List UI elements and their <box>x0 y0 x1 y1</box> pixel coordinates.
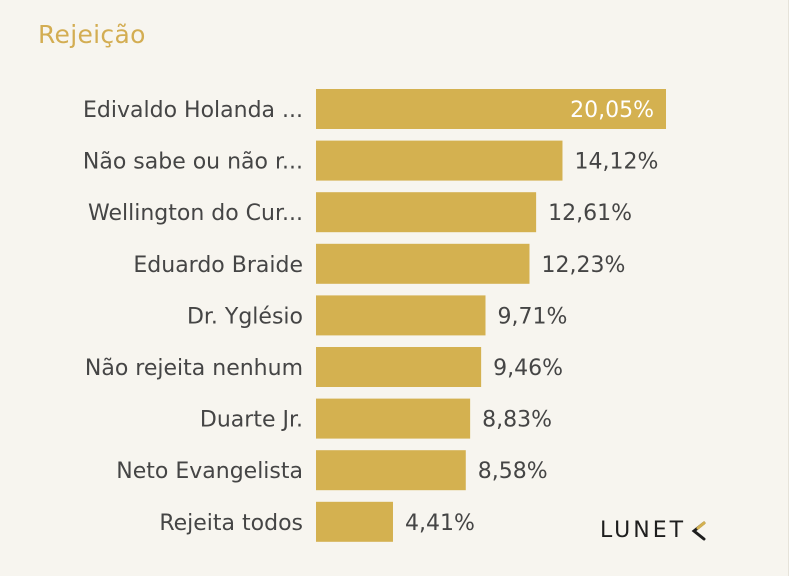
bar-4[interactable] <box>316 295 486 336</box>
value-label-4: 9,71% <box>498 304 568 329</box>
bar-0[interactable] <box>316 89 666 129</box>
value-label-7: 8,58% <box>478 459 548 484</box>
bar-6[interactable] <box>316 398 471 439</box>
chart-title: Rejeição <box>38 20 146 49</box>
category-label-2: Wellington do Cur... <box>88 201 303 226</box>
category-label-0: Edivaldo Holanda ... <box>83 98 303 123</box>
category-label-4: Dr. Yglésio <box>187 304 303 329</box>
logo-text: LUNET <box>600 518 687 543</box>
value-label-3: 12,23% <box>541 253 625 278</box>
value-label-5: 9,46% <box>493 356 563 381</box>
logo-arrow-icon <box>691 521 706 540</box>
value-label-1: 14,12% <box>574 150 658 175</box>
bar-1[interactable] <box>316 140 563 181</box>
bar-7[interactable] <box>316 450 466 491</box>
category-label-7: Neto Evangelista <box>116 459 303 484</box>
value-label-8: 4,41% <box>405 511 475 536</box>
bar-5[interactable] <box>316 347 482 387</box>
value-label-6: 8,83% <box>482 408 552 433</box>
bar-3[interactable] <box>316 243 530 284</box>
value-label-2: 12,61% <box>548 201 632 226</box>
value-label-0: 20,05% <box>570 98 654 123</box>
category-label-6: Duarte Jr. <box>200 408 303 433</box>
lunet-logo: LUNET <box>600 518 708 543</box>
category-label-3: Eduardo Braide <box>133 253 303 278</box>
bar-2[interactable] <box>316 192 537 233</box>
category-label-1: Não sabe ou não r... <box>83 150 303 175</box>
bar-8[interactable] <box>316 501 393 542</box>
category-label-5: Não rejeita nenhum <box>85 356 303 381</box>
category-label-8: Rejeita todos <box>159 511 303 536</box>
